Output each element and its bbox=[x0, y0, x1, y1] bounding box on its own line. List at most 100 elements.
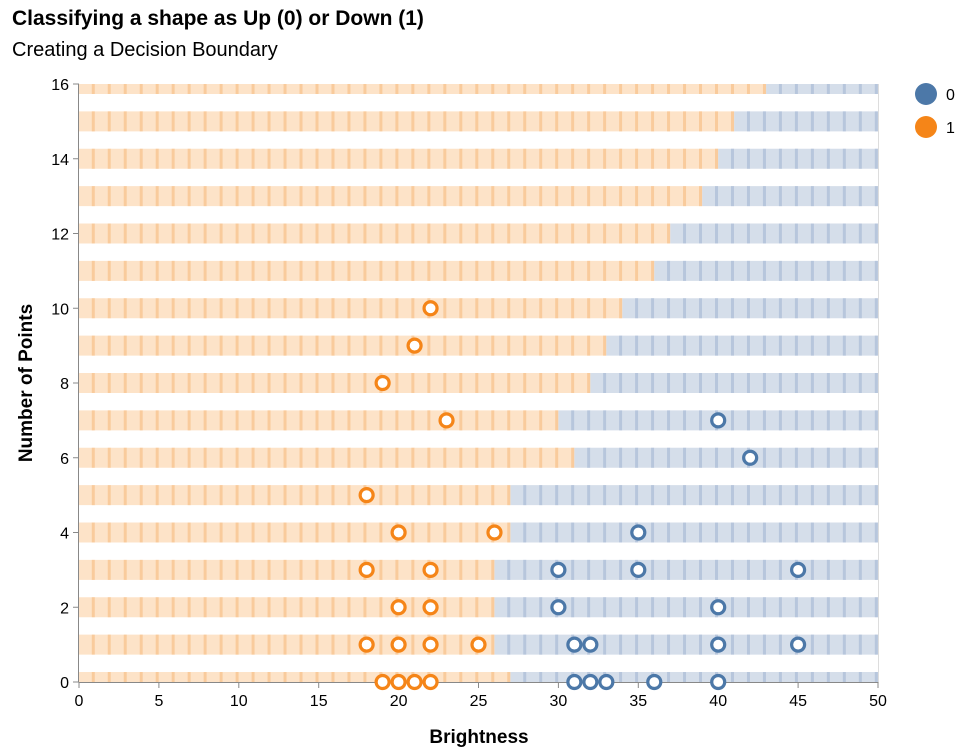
boundary-stripe bbox=[715, 373, 718, 393]
boundary-stripe bbox=[107, 559, 111, 580]
boundary-stripe bbox=[507, 522, 511, 543]
boundary-stripe bbox=[635, 373, 639, 393]
boundary-stripe bbox=[730, 373, 734, 393]
boundary-cell bbox=[158, 298, 176, 319]
boundary-cell bbox=[830, 84, 847, 94]
boundary-cell bbox=[782, 373, 799, 393]
boundary-cell bbox=[350, 335, 367, 356]
boundary-stripe bbox=[379, 223, 383, 244]
boundary-cell bbox=[638, 373, 655, 393]
boundary-cell bbox=[350, 410, 367, 431]
boundary-stripe bbox=[283, 111, 287, 132]
boundary-cell bbox=[542, 260, 559, 281]
boundary-cell bbox=[542, 373, 559, 393]
boundary-stripe bbox=[123, 522, 127, 543]
boundary-stripe bbox=[842, 223, 846, 244]
boundary-stripe bbox=[523, 597, 527, 618]
boundary-stripe bbox=[347, 335, 351, 356]
boundary-cell bbox=[510, 223, 527, 244]
boundary-cell bbox=[526, 447, 543, 468]
boundary-stripe bbox=[762, 298, 766, 319]
boundary-cell bbox=[238, 522, 256, 543]
boundary-stripe bbox=[715, 522, 718, 543]
boundary-cell bbox=[862, 634, 879, 655]
boundary-cell bbox=[526, 373, 543, 393]
boundary-cell bbox=[270, 522, 288, 543]
boundary-cell bbox=[606, 335, 623, 356]
boundary-stripe bbox=[283, 148, 287, 169]
boundary-stripe bbox=[635, 148, 639, 169]
boundary-cell bbox=[862, 447, 879, 468]
boundary-cell bbox=[750, 597, 767, 618]
boundary-cell bbox=[110, 522, 128, 543]
boundary-cell bbox=[110, 447, 128, 468]
boundary-stripe bbox=[715, 84, 718, 94]
boundary-stripe bbox=[139, 559, 143, 580]
boundary-stripe bbox=[587, 84, 591, 94]
boundary-stripe bbox=[315, 111, 319, 132]
boundary-cell bbox=[670, 335, 687, 356]
boundary-cell bbox=[94, 260, 112, 281]
boundary-stripe bbox=[155, 335, 159, 356]
boundary-cell bbox=[79, 335, 96, 356]
boundary-cell bbox=[206, 260, 224, 281]
boundary-cell bbox=[142, 148, 160, 169]
boundary-stripe bbox=[523, 485, 527, 506]
boundary-cell bbox=[654, 111, 671, 132]
boundary-stripe bbox=[299, 447, 303, 468]
boundary-cell bbox=[542, 410, 559, 431]
point-class-0 bbox=[550, 561, 567, 578]
boundary-stripe bbox=[139, 260, 143, 281]
boundary-stripe bbox=[507, 672, 511, 682]
boundary-cell bbox=[862, 597, 879, 618]
boundary-cell bbox=[318, 335, 335, 356]
boundary-cell bbox=[654, 485, 671, 506]
boundary-stripe bbox=[794, 298, 798, 319]
boundary-stripe bbox=[443, 485, 447, 506]
boundary-cell bbox=[158, 559, 176, 580]
boundary-cell bbox=[414, 447, 431, 468]
boundary-stripe bbox=[699, 597, 703, 618]
boundary-cell bbox=[526, 298, 543, 319]
boundary-stripe bbox=[794, 223, 798, 244]
boundary-stripe bbox=[651, 148, 655, 169]
boundary-cell bbox=[702, 298, 719, 319]
boundary-cell bbox=[846, 410, 863, 431]
boundary-stripe bbox=[683, 410, 687, 431]
boundary-stripe bbox=[523, 559, 527, 580]
boundary-cell bbox=[366, 223, 383, 244]
boundary-stripe bbox=[123, 559, 127, 580]
boundary-stripe bbox=[667, 298, 671, 319]
boundary-cell bbox=[270, 335, 288, 356]
boundary-stripe bbox=[235, 410, 239, 431]
boundary-stripe bbox=[299, 485, 303, 506]
boundary-stripe bbox=[203, 260, 207, 281]
boundary-stripe bbox=[379, 148, 383, 169]
legend-symbol-1 bbox=[915, 116, 937, 138]
boundary-stripe bbox=[155, 148, 159, 169]
boundary-cell bbox=[110, 260, 128, 281]
boundary-stripe bbox=[619, 84, 623, 94]
point-class-0 bbox=[710, 636, 727, 653]
boundary-cell bbox=[286, 672, 304, 682]
boundary-stripe bbox=[203, 410, 207, 431]
boundary-stripe bbox=[91, 485, 95, 506]
x-tick-label: 30 bbox=[550, 693, 568, 710]
boundary-cell bbox=[542, 485, 559, 506]
boundary-stripe bbox=[139, 223, 143, 244]
boundary-stripe bbox=[251, 335, 255, 356]
boundary-cell bbox=[446, 597, 463, 618]
boundary-cell bbox=[446, 335, 463, 356]
boundary-cell bbox=[126, 672, 144, 682]
boundary-cell bbox=[510, 672, 527, 682]
boundary-stripe bbox=[411, 111, 415, 132]
boundary-cell bbox=[622, 447, 639, 468]
boundary-cell bbox=[238, 223, 256, 244]
boundary-cell bbox=[718, 260, 735, 281]
boundary-cell bbox=[430, 111, 447, 132]
x-tick-label: 45 bbox=[789, 693, 807, 710]
boundary-cell bbox=[190, 373, 208, 393]
boundary-cell bbox=[430, 447, 447, 468]
boundary-stripe bbox=[651, 298, 655, 319]
boundary-stripe bbox=[267, 260, 271, 281]
